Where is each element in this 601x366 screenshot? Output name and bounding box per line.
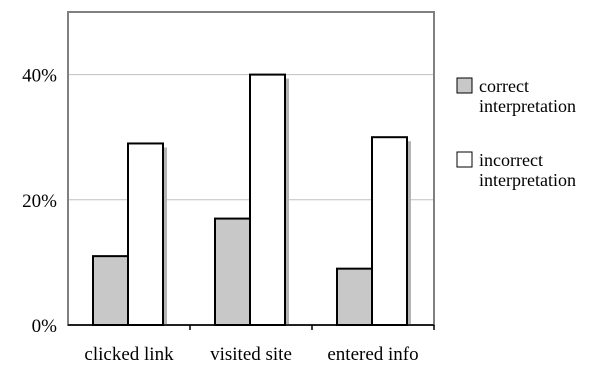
bar-correct <box>214 217 251 326</box>
legend-swatch <box>456 151 473 168</box>
bar-incorrect <box>249 73 286 326</box>
bar-correct <box>336 267 373 327</box>
x-category-label: clicked link <box>84 344 174 365</box>
legend-label: interpretation <box>479 96 576 116</box>
y-axis-tick-labels: 0% 20% 40% <box>22 66 57 337</box>
x-category-label: entered info <box>327 344 418 365</box>
legend-label: incorrect <box>479 150 543 170</box>
y-tick-label: 20% <box>22 191 57 212</box>
legend-label: interpretation <box>479 170 576 190</box>
x-category-label: visited site <box>210 344 292 365</box>
x-axis-ticks <box>189 325 435 330</box>
bar-incorrect <box>371 136 408 326</box>
bar-correct <box>92 255 129 327</box>
legend-swatch <box>456 77 473 94</box>
bars <box>92 73 411 327</box>
legend: correctinterpretationincorrectinterpreta… <box>456 76 576 190</box>
bar-incorrect <box>127 142 164 326</box>
legend-label: correct <box>479 76 529 96</box>
y-tick-label: 40% <box>22 66 57 87</box>
y-tick-label: 0% <box>32 316 58 337</box>
x-axis-category-labels: clicked link visited site entered info <box>84 344 418 365</box>
